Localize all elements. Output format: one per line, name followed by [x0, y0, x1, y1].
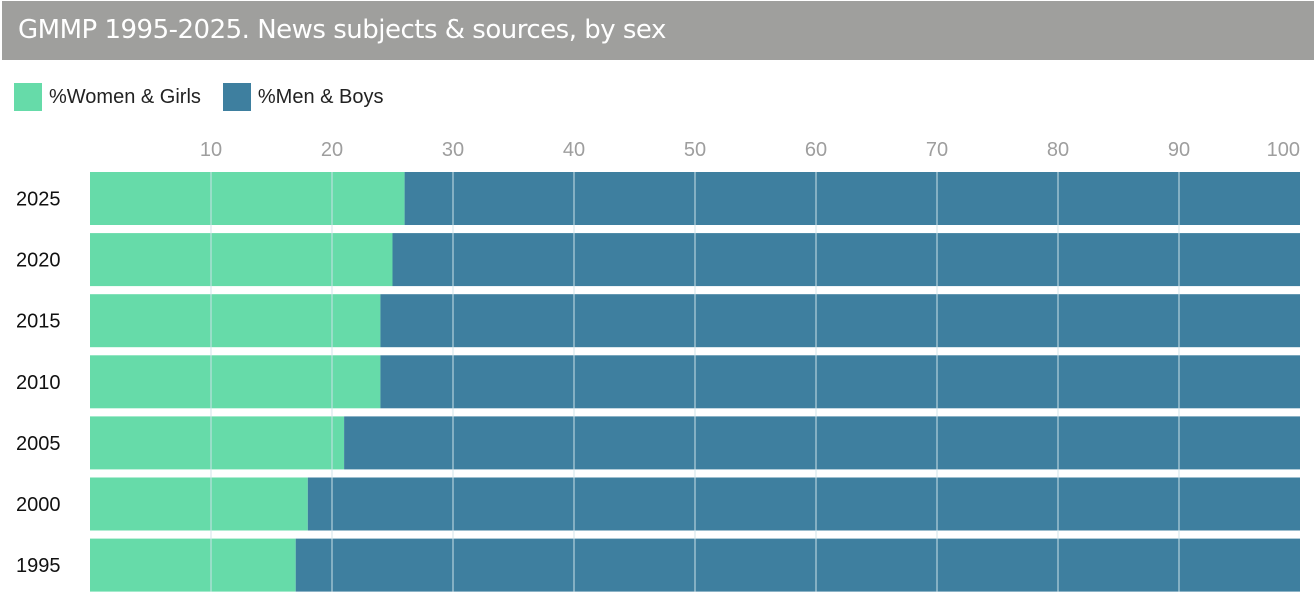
x-tick-label-70: 70	[926, 139, 948, 161]
bar-men-1995	[295, 538, 1300, 592]
category-label-2025: 2025	[16, 189, 61, 211]
chart-title: GMMP 1995-2025. News subjects & sources,…	[18, 15, 666, 45]
bar-men-2020	[392, 233, 1300, 287]
bar-women-2005	[90, 416, 345, 470]
bar-women-2000	[90, 477, 308, 531]
x-tick-label-20: 20	[321, 139, 343, 161]
legend-swatch-women	[14, 83, 42, 111]
legend-label-women: %Women & Girls	[49, 85, 201, 108]
x-tick-label-80: 80	[1047, 139, 1069, 161]
bar-women-2010	[90, 355, 381, 409]
bars-group	[90, 172, 1301, 592]
x-tick-label-90: 90	[1168, 139, 1190, 161]
category-label-2000: 2000	[16, 494, 61, 516]
x-tick-label-100: 100	[1267, 139, 1300, 161]
x-tick-labels: 10 20 30 40 50 60 70 80 90 100	[200, 139, 1300, 161]
bar-men-2025	[404, 172, 1301, 225]
category-label-2010: 2010	[16, 372, 61, 394]
category-label-1995: 1995	[16, 555, 61, 577]
bar-women-2020	[90, 233, 393, 287]
x-tick-label-30: 30	[442, 139, 464, 161]
bar-women-1995	[90, 538, 296, 592]
bar-men-2005	[344, 416, 1301, 470]
x-tick-label-40: 40	[563, 139, 585, 161]
x-tick-label-50: 50	[684, 139, 706, 161]
category-label-2020: 2020	[16, 250, 61, 272]
x-tick-label-10: 10	[200, 139, 222, 161]
legend-swatch-men	[222, 83, 251, 111]
legend-label-men: %Men & Boys	[257, 85, 384, 108]
chart-title-bar: GMMP 1995-2025. News subjects & sources,…	[2, 1, 1314, 60]
category-label-2015: 2015	[16, 311, 61, 333]
bar-men-2015	[380, 294, 1300, 348]
chart-legend: %Women & Girls %Men & Boys	[14, 83, 406, 111]
y-category-labels: 2025 2020 2015 2010 2005 2000 1995	[16, 189, 61, 578]
legend-item-women: %Women & Girls	[14, 83, 201, 111]
gridlines-group	[210, 172, 1180, 592]
bar-men-2010	[380, 355, 1300, 409]
x-tick-label-60: 60	[805, 139, 827, 161]
bar-women-2025	[90, 172, 405, 225]
category-label-2005: 2005	[16, 433, 61, 455]
bar-men-2000	[307, 477, 1300, 531]
legend-item-men: %Men & Boys	[222, 83, 384, 111]
bar-women-2015	[90, 294, 381, 348]
